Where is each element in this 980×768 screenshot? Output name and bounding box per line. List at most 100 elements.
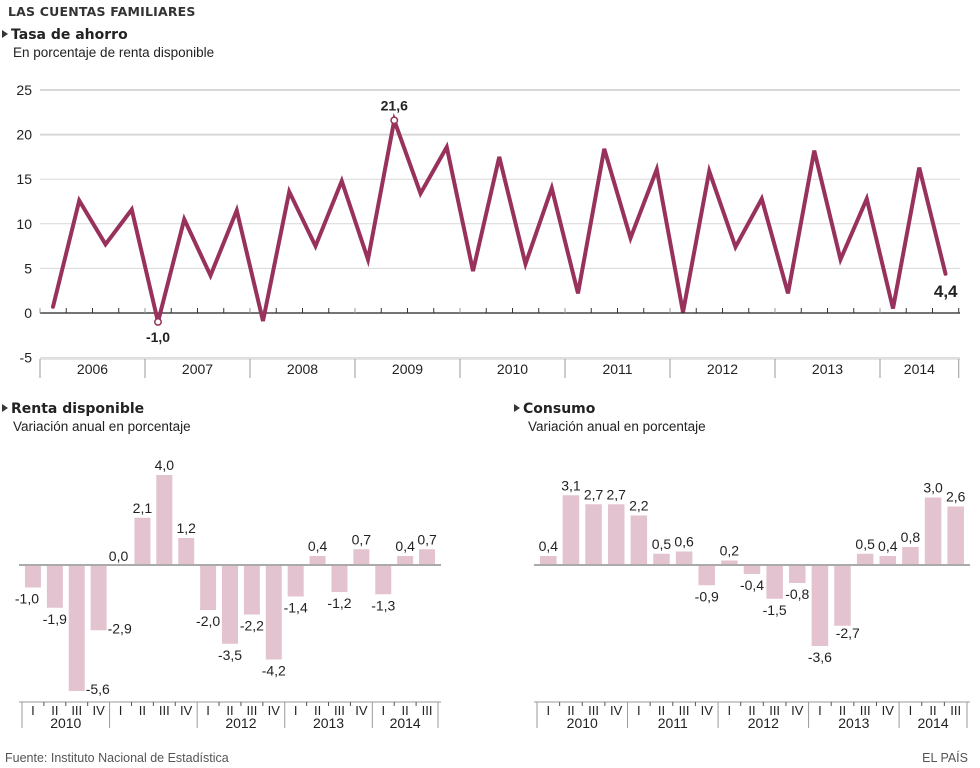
brand-logo: EL PAÍS [922, 751, 968, 765]
bar [766, 565, 783, 599]
consumption-title-text: Consumo [523, 401, 596, 417]
quarter-label: IV [791, 703, 804, 718]
bar-value-label: 2,1 [133, 500, 153, 516]
bullet-icon [2, 404, 8, 412]
bar [675, 551, 693, 565]
bar-value-label: 0,4 [395, 538, 415, 554]
income-bar-chart: -1,0-1,9 -5,6 -2,9 0,0 2,1 4,0 1,2 -2,0 -3,5 -2,2… [15, 457, 441, 731]
bar-value-label: 0,4 [878, 538, 898, 554]
quarter-label: III [71, 703, 82, 718]
year-label: 2006 [77, 361, 108, 377]
bar [68, 565, 85, 691]
income-subtitle: Variación anual en porcentaje [13, 419, 191, 434]
savings-rate-title: Tasa de ahorro [2, 27, 128, 43]
quarter-label: III [246, 703, 257, 718]
year-label: 2009 [392, 361, 423, 377]
bar-value-label: 3,0 [923, 480, 943, 496]
year-label: 2011 [602, 361, 632, 377]
bar [789, 565, 806, 583]
quarter-label: II [929, 703, 936, 718]
quarter-label: II [402, 703, 409, 718]
quarter-label: IV [610, 703, 623, 718]
bar [375, 565, 392, 595]
bar [924, 497, 942, 565]
quarter-label: IV [882, 703, 895, 718]
bar [562, 495, 580, 565]
quarter-label: III [588, 703, 599, 718]
bar [397, 556, 414, 565]
bar-value-label: 0,7 [352, 531, 372, 547]
bar-value-label: -3,6 [808, 649, 832, 665]
quarter-label: III [950, 703, 961, 718]
bar-value-label: -1,4 [284, 600, 308, 616]
savings-rate-title-text: Tasa de ahorro [11, 27, 128, 43]
bar [200, 565, 217, 610]
bullet-icon [2, 30, 8, 38]
bar-value-label: -2,9 [108, 620, 132, 636]
quarter-label: II [748, 703, 755, 718]
bar [353, 549, 370, 565]
bar-value-label: 2,7 [584, 486, 604, 502]
quarter-label: I [381, 703, 385, 718]
bar-value-label: -1,9 [43, 611, 67, 627]
bar-value-label: 0,6 [674, 534, 694, 550]
bar-value-label: 0,5 [652, 536, 672, 552]
bar [287, 565, 304, 597]
year-label: 2014 [917, 715, 948, 731]
quarter-label: I [818, 703, 822, 718]
highlight-marker [390, 116, 399, 125]
quarter-label: II [567, 703, 574, 718]
quarter-label: I [119, 703, 123, 718]
quarter-label: IV [701, 703, 714, 718]
page-title: LAS CUENTAS FAMILIARES [8, 4, 196, 19]
bar-value-label: -5,6 [86, 681, 110, 697]
year-label: 2010 [497, 361, 528, 377]
y-tick-label: 5 [24, 260, 32, 276]
bar [743, 565, 761, 574]
y-tick-label: 20 [16, 127, 32, 143]
consumption-bar-chart: 0,43,12,7 2,72,20,5 0,6-0,90,2-0,4-1,5-0,8… [534, 477, 970, 731]
bullet-icon [514, 404, 520, 412]
year-label: 2013 [838, 715, 869, 731]
bar [90, 565, 107, 631]
bar-value-label: -4,2 [262, 663, 286, 679]
y-tick-label: -5 [20, 350, 33, 366]
bar-value-label: 0,4 [308, 538, 328, 554]
year-label: 2007 [182, 361, 213, 377]
savings-rate-line-chart: 25 20 15 10 5 0 -5 2006 2007 2008 2009 2010 2011 2012… [16, 82, 960, 378]
bar-value-label: 2,7 [606, 486, 626, 502]
bar [243, 565, 260, 615]
consumption-subtitle: Variación anual en porcentaje [528, 419, 706, 434]
bar [834, 565, 851, 626]
bar-value-label: 0,2 [720, 543, 740, 559]
bar-value-label: 3,1 [561, 477, 581, 493]
bar [902, 547, 919, 565]
bar-value-label: -0,9 [695, 588, 719, 604]
year-label: 2012 [748, 715, 779, 731]
bar-value-label: -1,2 [327, 595, 351, 611]
data-label: -1,0 [146, 329, 170, 345]
bar-value-label: 4,0 [155, 457, 175, 473]
bar-value-label: 2,2 [629, 498, 649, 514]
quarter-label: I [206, 703, 210, 718]
bar [653, 553, 670, 565]
year-label: 2014 [390, 715, 421, 731]
highlight-marker [154, 317, 162, 326]
bar [947, 506, 964, 565]
bar-value-label: 0,0 [109, 548, 129, 564]
year-label: 2010 [567, 715, 598, 731]
y-tick-label: 10 [16, 216, 32, 232]
quarter-label: I [909, 703, 913, 718]
savings-rate-subtitle: En porcentaje de renta disponible [13, 45, 215, 60]
bar [265, 565, 282, 660]
bar [419, 549, 436, 565]
bar [46, 565, 63, 608]
year-label: 2010 [50, 715, 81, 731]
quarter-label: I [728, 703, 732, 718]
bar-value-label: 0,4 [539, 538, 559, 554]
bar-value-label: -0,8 [785, 586, 809, 602]
bar-value-label: -1,5 [763, 602, 787, 618]
quarter-label: II [658, 703, 665, 718]
bar-value-label: -2,2 [240, 618, 264, 634]
bar [856, 553, 874, 565]
